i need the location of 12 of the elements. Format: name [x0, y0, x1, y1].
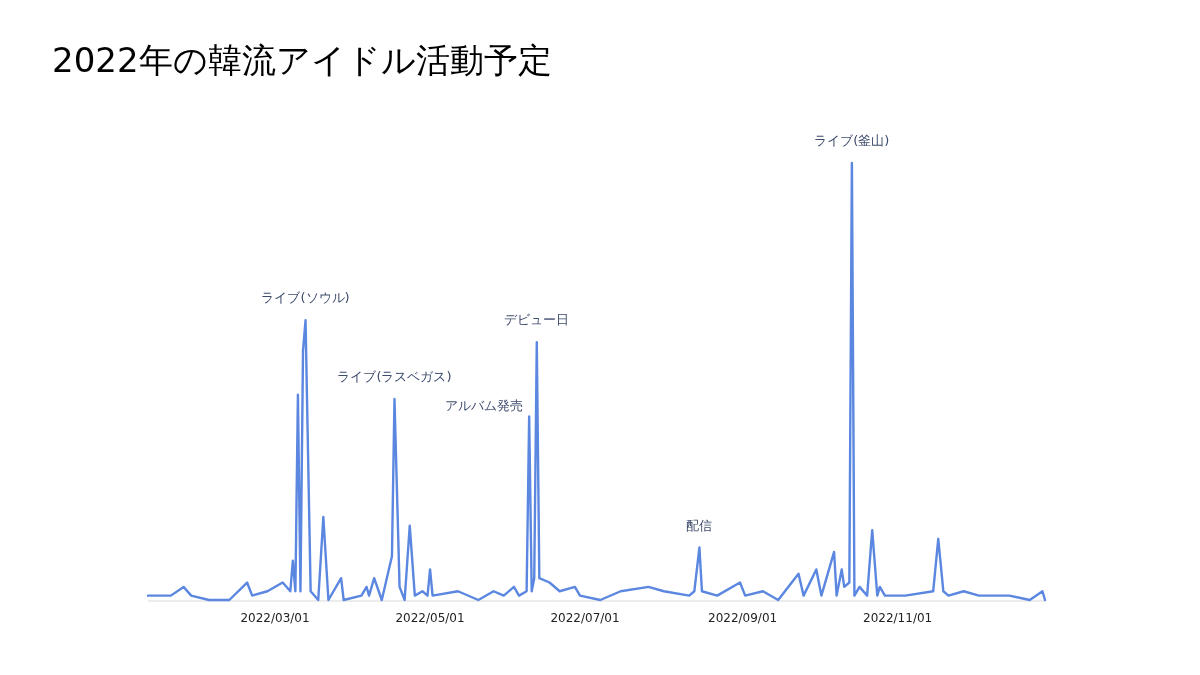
x-tick-label: 2022/07/01 [550, 611, 620, 625]
annotation: ライブ(ソウル) [261, 290, 350, 306]
annotation: アルバム発売 [445, 398, 524, 414]
annotation: ライブ(釜山) [814, 133, 890, 148]
x-tick-label: 2022/11/01 [863, 611, 933, 625]
annotation: 配信 [686, 517, 713, 533]
x-tick-label: 2022/05/01 [395, 611, 465, 625]
x-tick-label: 2022/03/01 [240, 611, 310, 625]
annotation: デビュー日 [504, 312, 570, 328]
annotation: ライブ(ラスベガス) [337, 368, 452, 384]
chart-title: 2022年の韓流アイドル活動予定 [52, 40, 552, 80]
x-tick-label: 2022/09/01 [708, 611, 778, 625]
